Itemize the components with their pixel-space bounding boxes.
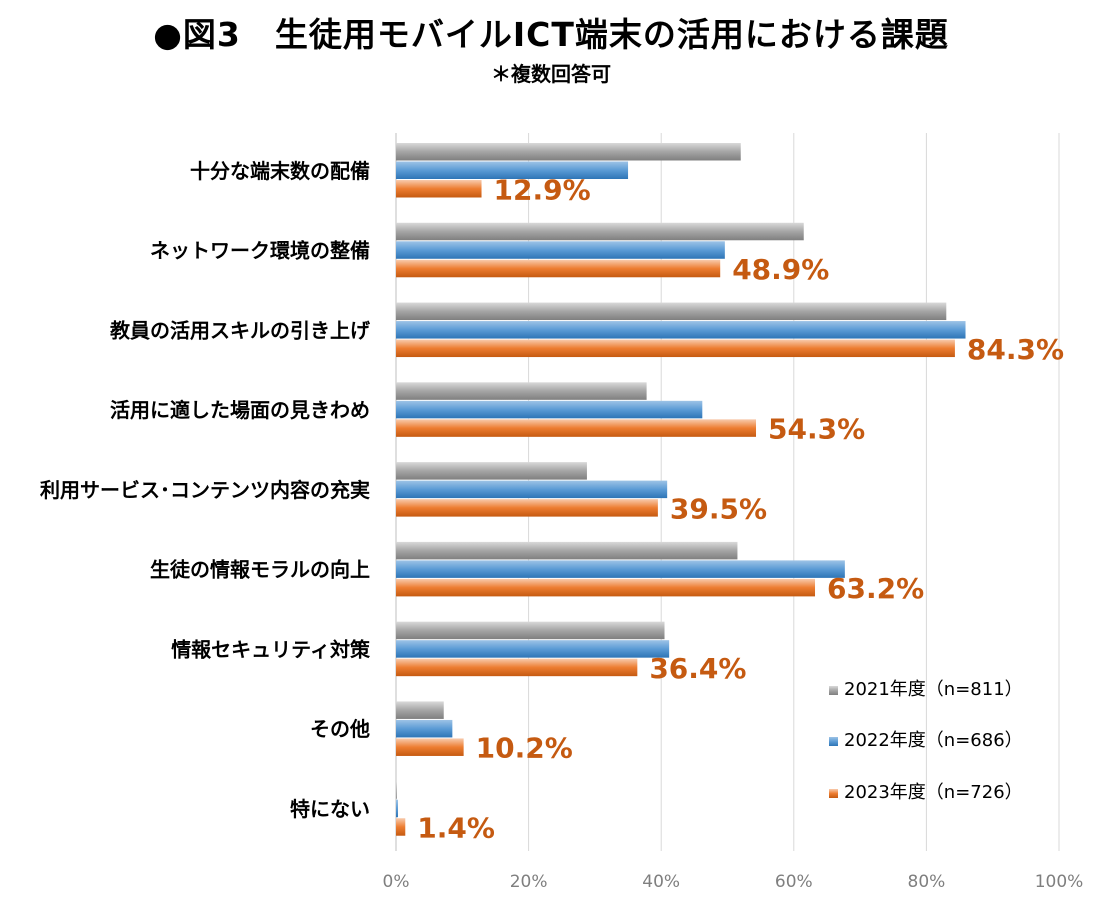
- bar-2-8: [396, 719, 453, 738]
- category-label: 活用に適した場面の見きわめ: [110, 398, 370, 422]
- bar-3-3: [396, 339, 955, 358]
- category-label: 生徒の情報モラルの向上: [150, 558, 370, 582]
- bar-2-7: [396, 640, 670, 658]
- bar-2-4: [396, 400, 703, 419]
- bar-1-6: [396, 541, 738, 560]
- data-label: 54.3%: [768, 413, 865, 446]
- category-label: その他: [310, 717, 370, 741]
- bar-1-2: [396, 222, 804, 241]
- bar-2-5: [396, 480, 668, 499]
- bar-3-4: [396, 419, 757, 437]
- bar-1-7: [396, 621, 665, 640]
- x-tick-label: 80%: [908, 872, 946, 892]
- x-tick-label: 100%: [1035, 872, 1084, 892]
- category-label: 利用サービス･コンテンツ内容の充実: [40, 478, 370, 502]
- bar-2-6: [396, 560, 845, 578]
- data-label: 39.5%: [670, 492, 767, 525]
- x-tick-label: 0%: [383, 872, 410, 892]
- category-label: 教員の活用スキルの引き上げ: [110, 318, 371, 342]
- bar-1-1: [396, 143, 741, 161]
- bar-2-2: [396, 241, 725, 259]
- x-tick-label: 20%: [510, 872, 548, 892]
- bar-2-1: [396, 161, 629, 179]
- category-label: 十分な端末数の配備: [190, 159, 370, 183]
- legend-label-3: 2023年度（n=726）: [844, 782, 1023, 803]
- legend-label-1: 2021年度（n=811）: [844, 679, 1023, 700]
- data-label: 12.9%: [494, 173, 591, 206]
- data-label: 10.2%: [476, 732, 573, 765]
- data-label: 1.4%: [417, 811, 495, 844]
- bar-3-8: [396, 738, 464, 756]
- category-label: ネットワーク環境の整備: [150, 239, 370, 263]
- legend-swatch-1: [829, 686, 838, 695]
- data-label: 84.3%: [967, 333, 1064, 366]
- data-label: 63.2%: [827, 572, 924, 605]
- chart-title: ●図3 生徒用モバイルICT端末の活用における課題: [153, 15, 949, 54]
- bar-3-9: [396, 818, 406, 836]
- bar-2-9: [396, 799, 398, 818]
- bar-3-5: [396, 499, 658, 517]
- data-label: 36.4%: [649, 652, 746, 685]
- legend-swatch-2: [829, 737, 838, 746]
- bar-3-7: [396, 658, 638, 677]
- x-tick-label: 60%: [775, 872, 813, 892]
- legend-label-2: 2022年度（n=686）: [844, 730, 1023, 751]
- x-tick-label: 40%: [642, 872, 680, 892]
- category-label: 情報セキュリティ対策: [171, 637, 371, 661]
- bar-1-4: [396, 382, 647, 400]
- chart-subtitle: ＊複数回答可: [491, 62, 611, 86]
- data-label: 48.9%: [732, 253, 829, 286]
- legend-swatch-3: [829, 789, 838, 798]
- bar-1-8: [396, 701, 444, 719]
- bar-1-5: [396, 462, 587, 480]
- category-label: 特にない: [290, 797, 370, 821]
- bar-2-3: [396, 321, 966, 339]
- bar-3-6: [396, 578, 816, 597]
- bar-3-1: [396, 180, 482, 198]
- bar-1-9: [396, 781, 397, 799]
- bar-1-3: [396, 302, 947, 321]
- bar-3-2: [396, 259, 721, 278]
